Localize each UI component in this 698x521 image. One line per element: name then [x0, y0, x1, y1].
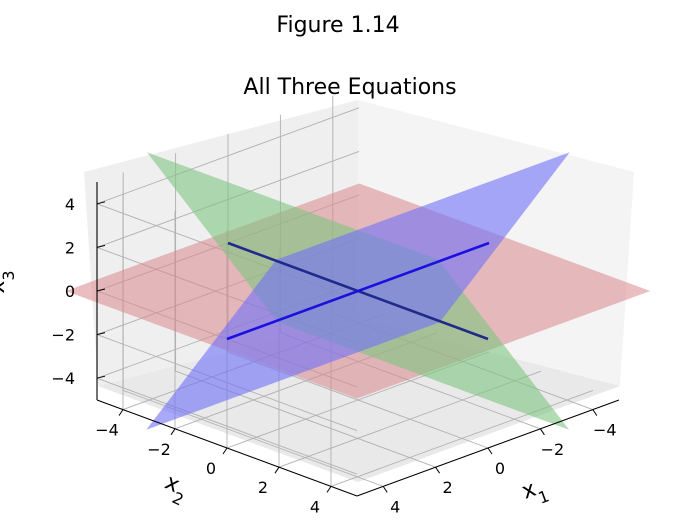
x1-tick-3 — [435, 466, 441, 474]
x2-tick-label: −2 — [147, 440, 171, 459]
x1-tick-label: −4 — [593, 421, 617, 440]
x2-tick-label: 2 — [258, 478, 268, 497]
x3-tick-1 — [96, 332, 106, 336]
tick-labels: −4 −4 −4 −2 −2 −2 0 0 0 2 2 2 4 4 4 — [51, 195, 616, 517]
figure-title: Figure 1.14 — [276, 13, 399, 38]
x1-tick-2 — [487, 447, 493, 455]
x1-tick-0 — [592, 409, 598, 416]
x3-tick-label: 0 — [65, 282, 75, 301]
x2-axis-label: x2 — [158, 470, 193, 509]
x1-tick-label: 0 — [495, 459, 505, 478]
x1-tick-label: 4 — [390, 497, 400, 516]
x2-tick-2 — [222, 447, 228, 455]
x1-tick-1 — [539, 428, 545, 436]
x2-tick-1 — [170, 428, 176, 436]
x2-tick-label: 4 — [310, 497, 320, 516]
chart-title: All Three Equations — [243, 75, 456, 100]
x2-tick-4 — [326, 486, 332, 493]
x3-tick-label: −2 — [51, 326, 75, 345]
x3-tick-4 — [96, 201, 106, 205]
x2-tick-0 — [118, 409, 124, 416]
x3-tick-0 — [96, 375, 106, 379]
axes-3d: −4 −4 −4 −2 −2 −2 0 0 0 2 2 2 4 4 4 x1 x2 x3 — [0, 95, 651, 517]
x3-tick-label: 2 — [65, 238, 75, 257]
x3-tick-label: 4 — [65, 195, 75, 214]
x2-tick-3 — [274, 466, 280, 474]
x3-axis-label: x3 — [0, 270, 18, 293]
x3-tick-3 — [96, 244, 106, 248]
x2-tick-label: −4 — [95, 421, 119, 440]
x3-tick-2 — [96, 288, 106, 292]
x1-tick-4 — [382, 486, 388, 493]
intersection-lines — [226, 241, 490, 341]
x1-axis-label: x1 — [519, 473, 552, 511]
x3-tick-label: −4 — [51, 369, 75, 388]
x1-tick-label: 2 — [443, 478, 453, 497]
x2-tick-label: 0 — [206, 459, 216, 478]
x1-tick-label: −2 — [541, 440, 565, 459]
intersection-line-1 — [226, 241, 490, 341]
grid-right-x3-4 — [96, 107, 360, 205]
